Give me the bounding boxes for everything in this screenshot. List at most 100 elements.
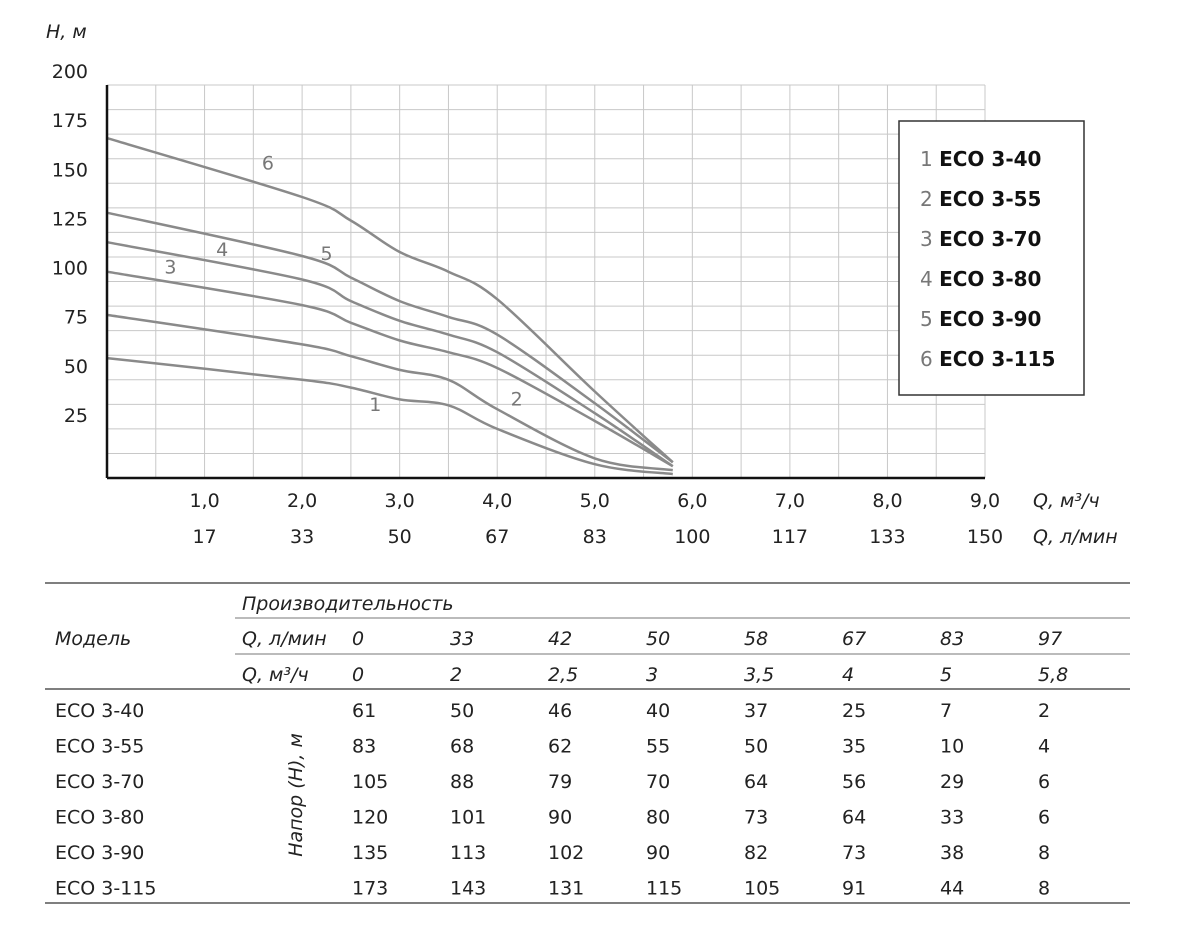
q-m3h-value: 2,5 (548, 664, 578, 686)
table-cell: 50 (744, 736, 768, 758)
table-cell: 50 (450, 700, 474, 722)
x-axis-label-m3h: Q, м³/ч (1033, 490, 1100, 512)
chart-axes (105, 85, 985, 480)
q-m3h-value: 3,5 (744, 664, 774, 686)
table-cell: 46 (548, 700, 572, 722)
x-tick-label-lmin: 133 (869, 526, 905, 548)
table-cell: 8 (1038, 842, 1050, 864)
table-cell: 55 (646, 736, 670, 758)
legend-item: 1 ECO 3-40 (920, 147, 1041, 171)
performance-header: Производительность (242, 593, 454, 615)
chart-grid (107, 84, 986, 478)
chart-curves (106, 136, 674, 476)
performance-table: Производительность Модель Q, л/мин Q, м³… (45, 582, 1130, 904)
table-cell: 143 (450, 878, 486, 900)
x-tick-label: 1,0 (189, 490, 219, 512)
table-cell: 83 (352, 736, 376, 758)
y-tick-label: 150 (52, 159, 88, 181)
table-cell: 7 (940, 700, 952, 722)
q-lmin-value: 42 (548, 628, 572, 650)
table-cell: 91 (842, 878, 866, 900)
model-header: Модель (55, 628, 131, 650)
table-cell: 8 (1038, 878, 1050, 900)
legend-item: 5 ECO 3-90 (920, 307, 1041, 331)
x-tick-label-lmin: 100 (674, 526, 710, 548)
q-m3h-value: 5 (940, 664, 952, 686)
table-model-name: ECO 3-70 (55, 771, 144, 793)
q-lmin-value: 0 (352, 628, 364, 650)
q-m3h-label: Q, м³/ч (242, 664, 309, 686)
x-tick-label-lmin: 67 (485, 526, 509, 548)
x-tick-label: 8,0 (872, 490, 902, 512)
table-cell: 33 (940, 807, 964, 829)
table-cell: 105 (744, 878, 780, 900)
y-tick-label: 100 (52, 258, 88, 280)
table-model-name: ECO 3-115 (55, 878, 156, 900)
q-m3h-value: 5,8 (1038, 664, 1068, 686)
table-cell: 61 (352, 700, 376, 722)
table-cell: 90 (646, 842, 670, 864)
q-lmin-label: Q, л/мин (242, 628, 327, 650)
legend-item: 4 ECO 3-80 (920, 267, 1041, 291)
table-cell: 80 (646, 807, 670, 829)
table-cell: 40 (646, 700, 670, 722)
x-tick-label-lmin: 83 (583, 526, 607, 548)
y-tick-label: 25 (64, 405, 88, 427)
table-cell: 82 (744, 842, 768, 864)
x-tick-label-lmin: 33 (290, 526, 314, 548)
table-cell: 68 (450, 736, 474, 758)
q-lmin-value: 67 (842, 628, 866, 650)
legend-item: 3 ECO 3-70 (920, 227, 1041, 251)
table-model-name: ECO 3-40 (55, 700, 144, 722)
q-m3h-value: 3 (646, 664, 658, 686)
table-cell: 90 (548, 807, 572, 829)
table-cell: 6 (1038, 807, 1050, 829)
legend-item: 6 ECO 3-115 (920, 347, 1055, 371)
table-model-name: ECO 3-90 (55, 842, 144, 864)
table-cell: 102 (548, 842, 584, 864)
x-tick-label-lmin: 117 (772, 526, 808, 548)
curve-label-6: 6 (262, 152, 274, 174)
q-m3h-value: 0 (352, 664, 364, 686)
curve-label-2: 2 (511, 388, 523, 410)
x-tick-label: 2,0 (287, 490, 317, 512)
curve-label-3: 3 (164, 257, 176, 279)
table-cell: 4 (1038, 736, 1050, 758)
series-line-6 (106, 136, 674, 464)
y-tick-label: 75 (64, 307, 88, 329)
y-tick-label: 50 (64, 356, 88, 378)
table-cell: 6 (1038, 771, 1050, 793)
q-lmin-value: 50 (646, 628, 670, 650)
table-cell: 10 (940, 736, 964, 758)
series-line-4 (106, 240, 674, 468)
y-tick-label: 125 (52, 208, 88, 230)
chart-legend: 1 ECO 3-40 2 ECO 3-55 3 ECO 3-70 4 ECO 3-80… (898, 120, 1085, 396)
legend-item: 2 ECO 3-55 (920, 187, 1041, 211)
curve-label-1: 1 (369, 394, 381, 416)
table-cell: 105 (352, 771, 388, 793)
y-axis-label: H, м (46, 21, 87, 43)
head-label: Напор (Н), м (285, 733, 307, 857)
x-tick-label: 4,0 (482, 490, 512, 512)
q-lmin-value: 83 (940, 628, 964, 650)
table-cell: 64 (842, 807, 866, 829)
curve-label-4: 4 (216, 239, 228, 261)
table-model-name: ECO 3-55 (55, 736, 144, 758)
q-lmin-value: 33 (450, 628, 474, 650)
table-cell: 37 (744, 700, 768, 722)
x-tick-label: 5,0 (580, 490, 610, 512)
legend-box (898, 120, 1085, 396)
x-tick-label-lmin: 17 (192, 526, 216, 548)
y-tick-label: 175 (52, 110, 88, 132)
table-cell: 70 (646, 771, 670, 793)
table-cell: 131 (548, 878, 584, 900)
table-cell: 73 (744, 807, 768, 829)
table-cell: 120 (352, 807, 388, 829)
x-tick-label: 6,0 (677, 490, 707, 512)
table-cell: 29 (940, 771, 964, 793)
x-tick-label-lmin: 150 (967, 526, 1003, 548)
table-cell: 62 (548, 736, 572, 758)
table-cell: 2 (1038, 700, 1050, 722)
